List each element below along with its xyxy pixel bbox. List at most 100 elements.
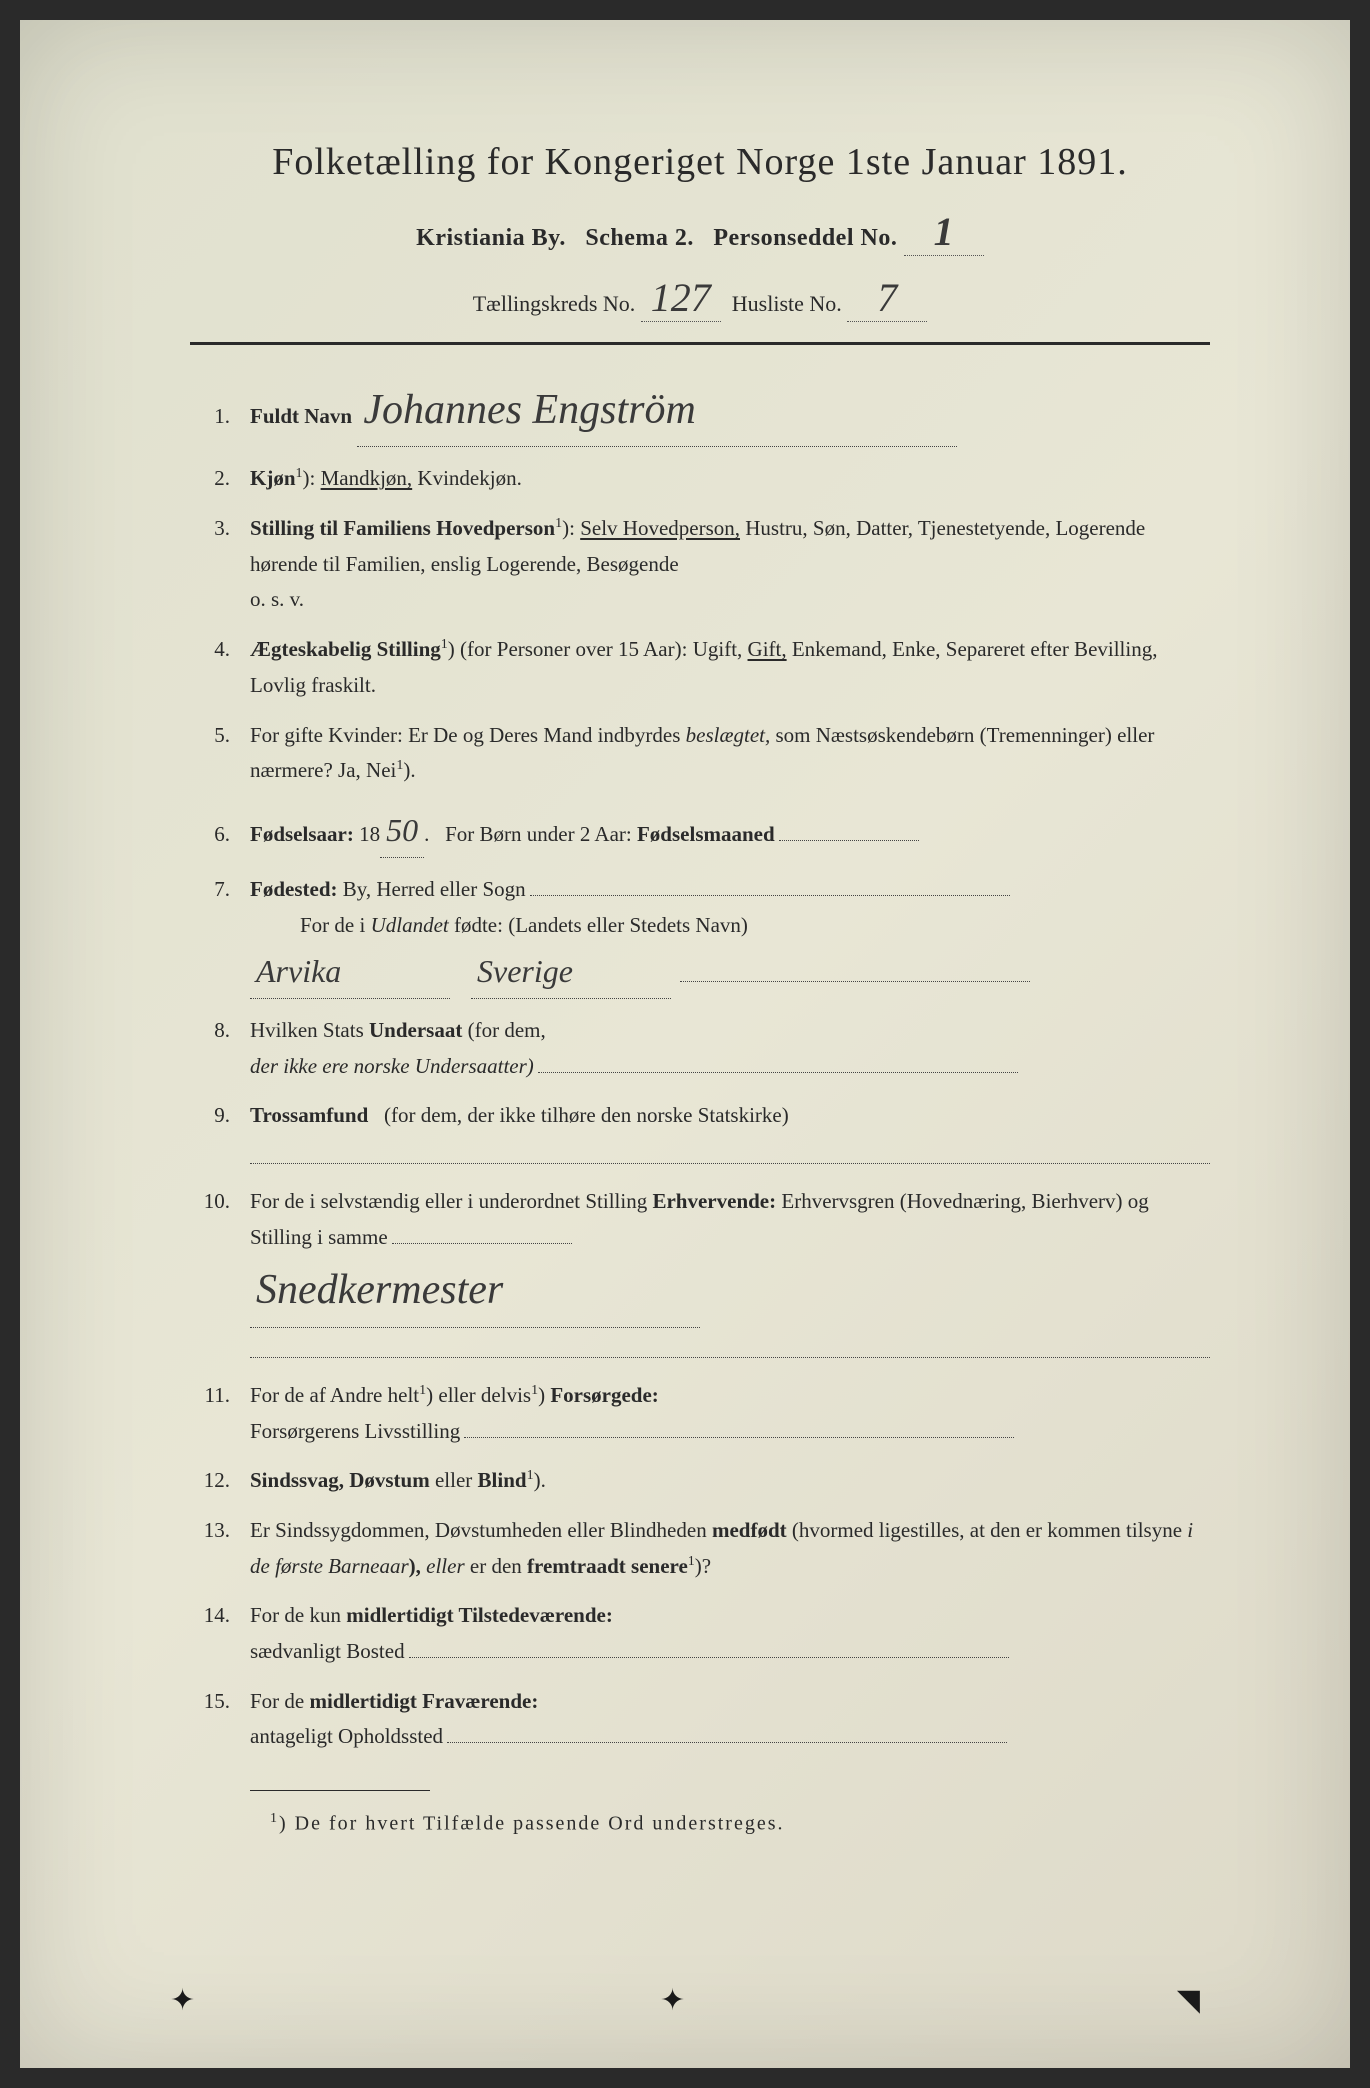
sup: 1 xyxy=(688,1554,695,1569)
field-3: 3. Stilling til Familiens Hovedperson1):… xyxy=(190,511,1210,618)
field-10: 10. For de i selvstændig eller i underor… xyxy=(190,1184,1210,1364)
text1: Er Sindssygdommen, Døvstumheden eller Bl… xyxy=(250,1518,707,1542)
gender-male: Mandkjøn, xyxy=(321,466,413,490)
line2-wrap: Forsørgerens Livsstilling xyxy=(250,1414,1210,1450)
field-8: 8. Hvilken Stats Undersaat (for dem, der… xyxy=(190,1013,1210,1084)
text: (for dem, der ikke tilhøre den norske St… xyxy=(384,1103,789,1127)
taellingskreds-label: Tællingskreds No. xyxy=(473,291,636,316)
blank xyxy=(409,1637,1009,1658)
tick-mark: ◥ xyxy=(1177,1983,1200,2018)
field-num: 11. xyxy=(190,1378,250,1414)
line2-wrap: sædvanligt Bosted xyxy=(250,1634,1210,1670)
field-content: For de i selvstændig eller i underordnet… xyxy=(250,1184,1210,1364)
marital-selected: Gift, xyxy=(748,637,787,661)
footnote: 1) De for hvert Tilfælde passende Ord un… xyxy=(190,1811,1210,1836)
bold: midlertidigt Tilstedeværende: xyxy=(346,1603,613,1627)
field-5: 5. For gifte Kvinder: Er De og Deres Man… xyxy=(190,718,1210,789)
field-label: Sindssvag, Døvstum xyxy=(250,1468,430,1492)
label2: Fødselsmaaned xyxy=(637,822,775,846)
footnote-divider xyxy=(250,1790,430,1791)
field-label: Forsørgede: xyxy=(550,1383,658,1407)
bold2: fremtraadt senere xyxy=(527,1554,688,1578)
blank xyxy=(464,1417,1014,1438)
label2: Blind xyxy=(478,1468,527,1492)
blank-line xyxy=(250,1140,1210,1164)
text-mid: eller delvis xyxy=(438,1383,531,1407)
field-13: 13. Er Sindssygdommen, Døvstumheden elle… xyxy=(190,1513,1210,1584)
field-content: Hvilken Stats Undersaat (for dem, der ik… xyxy=(250,1013,1210,1084)
birthplace-value1: Arvika xyxy=(250,944,450,999)
blank xyxy=(392,1223,572,1244)
field-4: 4. Ægteskabelig Stilling1) (for Personer… xyxy=(190,632,1210,703)
text1: Er De og Deres Mand indbyrdes xyxy=(408,723,680,747)
personseddel-no: 1 xyxy=(904,208,984,256)
field-content: Fuldt Navn Johannes Engström xyxy=(250,375,1210,447)
header-divider xyxy=(190,342,1210,345)
field-num: 12. xyxy=(190,1463,250,1499)
text3: er den xyxy=(470,1554,522,1578)
gender-female: Kvindekjøn. xyxy=(417,466,521,490)
field-label: Fødselsaar: xyxy=(250,822,354,846)
text-pre: For de kun xyxy=(250,1603,341,1627)
field-num: 3. xyxy=(190,511,250,547)
sup: 1 xyxy=(441,637,448,652)
field-label: Stilling til Familiens Hovedperson xyxy=(250,516,555,540)
text-pre: For de af Andre helt xyxy=(250,1383,419,1407)
field-label: Kjøn xyxy=(250,466,296,490)
osv-text: o. s. v. xyxy=(250,582,1210,618)
blank-line xyxy=(250,1334,1210,1358)
field-label: Ægteskabelig Stilling xyxy=(250,637,441,661)
form-header: Folketælling for Kongeriget Norge 1ste J… xyxy=(190,140,1210,322)
husliste-no: 7 xyxy=(847,274,927,322)
sup2: 1 xyxy=(531,1383,538,1398)
field-num: 15. xyxy=(190,1684,250,1720)
month-blank xyxy=(779,820,919,841)
field-9: 9. Trossamfund (for dem, der ikke tilhør… xyxy=(190,1098,1210,1170)
field-1: 1. Fuldt Navn Johannes Engström xyxy=(190,375,1210,447)
blank xyxy=(538,1052,1018,1073)
tick-mark: ✦ xyxy=(660,1983,685,2018)
sup: 1 xyxy=(396,758,403,773)
bold-paren: ), xyxy=(409,1554,421,1578)
line2: der ikke ere norske Undersaatter) xyxy=(250,1054,534,1078)
text: By, Herred eller Sogn xyxy=(343,877,526,901)
line2-wrap: antageligt Opholdssted xyxy=(250,1719,1210,1755)
field-num: 6. xyxy=(190,817,250,853)
sup1: 1 xyxy=(419,1383,426,1398)
field-num: 10. xyxy=(190,1184,250,1220)
field-content: For de af Andre helt1) eller delvis1) Fo… xyxy=(250,1378,1210,1449)
text-pre: Hvilken Stats xyxy=(250,1018,364,1042)
blank xyxy=(447,1722,1007,1743)
form-subtitle: Kristiania By. Schema 2. Personseddel No… xyxy=(190,208,1210,256)
field-content: Fødested: By, Herred eller Sogn For de i… xyxy=(250,872,1210,999)
city-label: Kristiania By. xyxy=(416,225,566,251)
field-12: 12. Sindssvag, Døvstum eller Blind1). xyxy=(190,1463,1210,1499)
husliste-label: Husliste No. xyxy=(732,291,842,316)
field-content: Trossamfund (for dem, der ikke tilhøre d… xyxy=(250,1098,1210,1170)
marital-pre: Ugift, xyxy=(693,637,743,661)
field-label: Fuldt Navn xyxy=(250,404,352,428)
field-label: Trossamfund xyxy=(250,1103,368,1127)
line2-wrap: der ikke ere norske Undersaatter) xyxy=(250,1049,1210,1085)
line2-italic: Udlandet xyxy=(371,913,449,937)
year-prefix: 18 xyxy=(359,822,380,846)
text2: For Børn under 2 Aar: xyxy=(445,822,632,846)
field-content: For gifte Kvinder: Er De og Deres Mand i… xyxy=(250,718,1210,789)
field-num: 2. xyxy=(190,461,250,497)
field-11: 11. For de af Andre helt1) eller delvis1… xyxy=(190,1378,1210,1449)
field-content: For de kun midlertidigt Tilstedeværende:… xyxy=(250,1598,1210,1669)
personseddel-label: Personseddel No. xyxy=(713,225,897,251)
field-15: 15. For de midlertidigt Fraværende: anta… xyxy=(190,1684,1210,1755)
rest-blank xyxy=(680,961,1030,982)
field-num: 1. xyxy=(190,399,250,435)
taellingskreds-no: 127 xyxy=(641,274,721,322)
year-value: 50 xyxy=(380,803,424,858)
occupation-value: Snedkermester xyxy=(250,1255,700,1327)
line2: antageligt Opholdssted xyxy=(250,1724,443,1748)
birthplace-values: Arvika Sverige xyxy=(250,944,1210,999)
field-num: 8. xyxy=(190,1013,250,1049)
field-content: Er Sindssygdommen, Døvstumheden eller Bl… xyxy=(250,1513,1210,1584)
bold: midlertidigt Fraværende: xyxy=(310,1689,539,1713)
name-value: Johannes Engström xyxy=(357,375,957,447)
text-pre: For de i selvstændig eller i underordnet… xyxy=(250,1189,647,1213)
